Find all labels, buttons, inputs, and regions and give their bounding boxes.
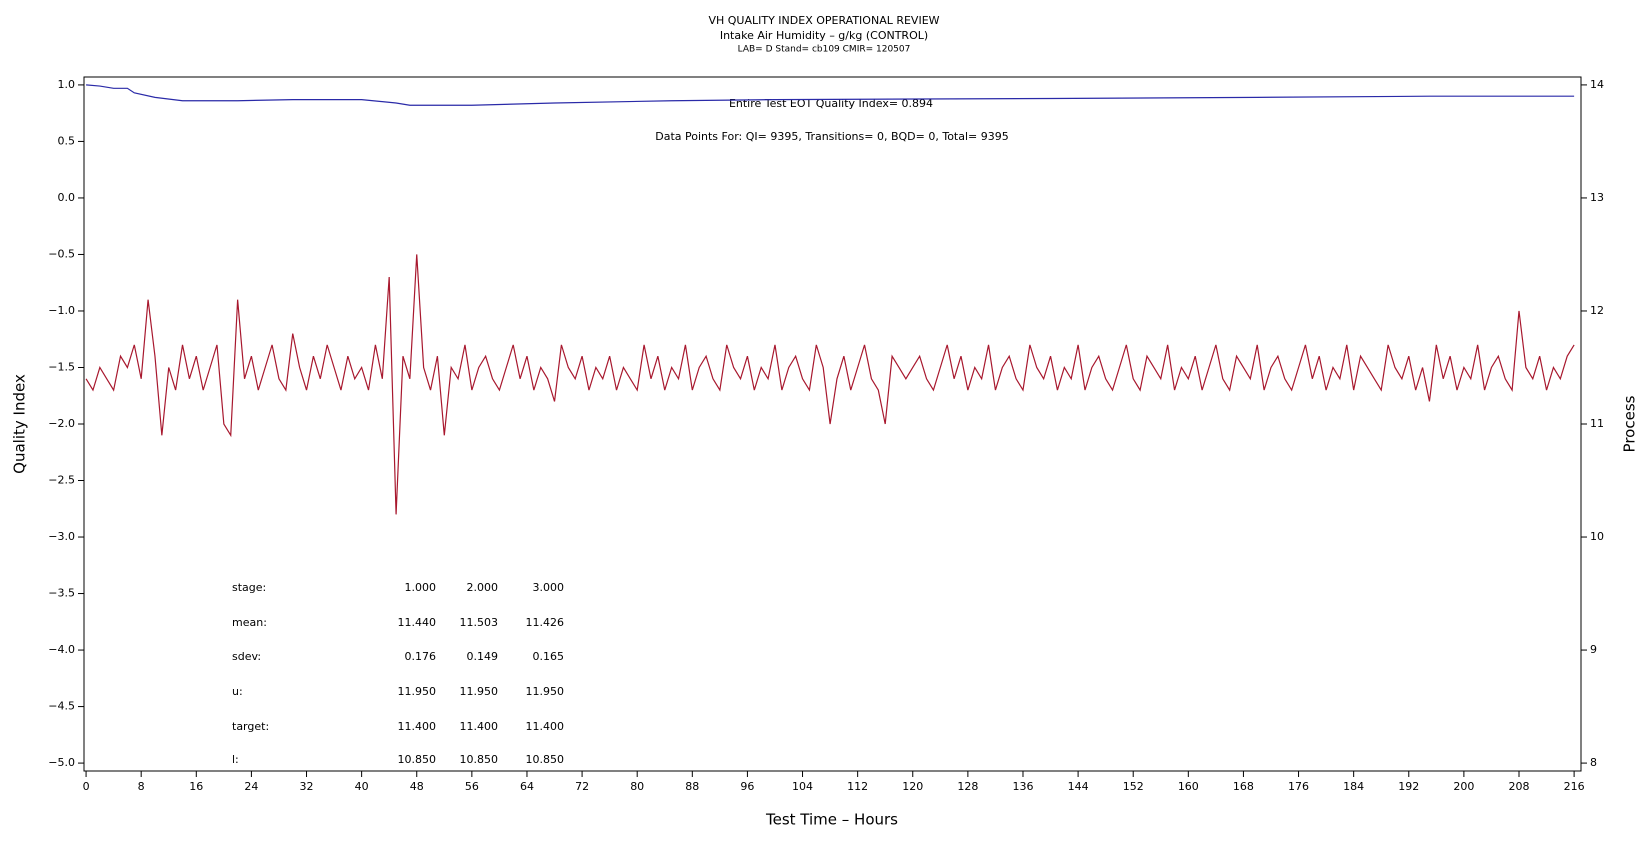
- x-tick-label: 192: [1398, 780, 1419, 793]
- x-tick-label: 144: [1068, 780, 1089, 793]
- x-axis-title: Test Time – Hours: [765, 811, 898, 829]
- x-tick-label: 104: [792, 780, 813, 793]
- y2-tick-label: 12: [1590, 304, 1604, 317]
- stats-cell: 0.176: [405, 650, 437, 663]
- stats-cell: 11.503: [460, 616, 499, 629]
- stats-cell: target:: [232, 720, 269, 733]
- y-tick-label: −2.5: [48, 474, 75, 487]
- y-tick-label: −4.5: [48, 700, 75, 713]
- y2-tick-label: 8: [1590, 756, 1597, 769]
- x-tick-label: 64: [520, 780, 534, 793]
- y-tick-label: −2.0: [48, 417, 75, 430]
- y-tick-label: 0.0: [58, 191, 76, 204]
- y-tick-label: −3.5: [48, 587, 75, 600]
- stats-cell: 10.850: [526, 753, 565, 766]
- x-tick-label: 56: [465, 780, 479, 793]
- stats-cell: u:: [232, 685, 243, 698]
- stats-cell: 0.149: [467, 650, 499, 663]
- x-tick-label: 168: [1233, 780, 1254, 793]
- stats-cell: 0.165: [533, 650, 565, 663]
- x-tick-label: 40: [355, 780, 369, 793]
- stats-cell: 1.000: [405, 581, 437, 594]
- stats-cell: 11.950: [398, 685, 437, 698]
- x-tick-label: 128: [957, 780, 978, 793]
- y-tick-label: −3.0: [48, 530, 75, 543]
- x-tick-label: 8: [138, 780, 145, 793]
- stats-cell: stage:: [232, 581, 266, 594]
- x-tick-label: 72: [575, 780, 589, 793]
- stats-cell: 3.000: [533, 581, 565, 594]
- x-tick-label: 160: [1178, 780, 1199, 793]
- chart-subtitle: Intake Air Humidity – g/kg (CONTROL): [720, 29, 928, 42]
- y-tick-label: −1.5: [48, 360, 75, 373]
- stats-cell: 11.440: [398, 616, 437, 629]
- x-tick-label: 88: [685, 780, 699, 793]
- annotation: Entire Test EOT Quality Index= 0.894: [729, 97, 933, 110]
- y2-tick-label: 10: [1590, 530, 1604, 543]
- x-tick-label: 112: [847, 780, 868, 793]
- y-tick-label: 0.5: [58, 134, 76, 147]
- stats-cell: l:: [232, 753, 239, 766]
- stats-cell: 11.400: [526, 720, 565, 733]
- x-tick-label: 152: [1123, 780, 1144, 793]
- x-tick-label: 24: [244, 780, 258, 793]
- x-tick-label: 96: [740, 780, 754, 793]
- stats-cell: 11.426: [526, 616, 565, 629]
- x-tick-label: 184: [1343, 780, 1364, 793]
- stats-cell: 11.400: [460, 720, 499, 733]
- stats-cell: 11.950: [526, 685, 565, 698]
- x-tick-label: 32: [300, 780, 314, 793]
- stats-cell: sdev:: [232, 650, 261, 663]
- y2-tick-label: 9: [1590, 643, 1597, 656]
- y-tick-label: −5.0: [48, 756, 75, 769]
- annotation: Data Points For: QI= 9395, Transitions= …: [655, 130, 1009, 143]
- data-line: [86, 84, 1575, 106]
- stats-cell: 10.850: [460, 753, 499, 766]
- y2-axis-title: Process: [1621, 395, 1639, 452]
- y-tick-label: −0.5: [48, 247, 75, 260]
- y2-tick-label: 13: [1590, 191, 1604, 204]
- y-tick-label: 1.0: [58, 78, 76, 91]
- x-tick-label: 16: [189, 780, 203, 793]
- x-tick-label: 200: [1453, 780, 1474, 793]
- plot-frame: [83, 76, 1582, 772]
- x-tick-label: 48: [410, 780, 424, 793]
- y-axis-title: Quality Index: [11, 374, 29, 474]
- x-tick-label: 0: [83, 780, 90, 793]
- chart-title: VH QUALITY INDEX OPERATIONAL REVIEW: [708, 14, 939, 27]
- x-tick-label: 136: [1012, 780, 1033, 793]
- y2-tick-label: 14: [1590, 78, 1604, 91]
- x-tick-label: 216: [1564, 780, 1585, 793]
- stats-cell: 2.000: [467, 581, 499, 594]
- x-tick-label: 176: [1288, 780, 1309, 793]
- stats-cell: 10.850: [398, 753, 437, 766]
- x-tick-label: 208: [1508, 780, 1529, 793]
- data-line: [85, 254, 1575, 515]
- y-tick-label: −1.0: [48, 304, 75, 317]
- x-tick-label: 80: [630, 780, 644, 793]
- x-tick-label: 120: [902, 780, 923, 793]
- chart-subtitle: LAB= D Stand= cb109 CMIR= 120507: [738, 45, 911, 55]
- stats-cell: 11.400: [398, 720, 437, 733]
- y2-tick-label: 11: [1590, 417, 1604, 430]
- stats-cell: 11.950: [460, 685, 499, 698]
- y-tick-label: −4.0: [48, 643, 75, 656]
- stats-cell: mean:: [232, 616, 267, 629]
